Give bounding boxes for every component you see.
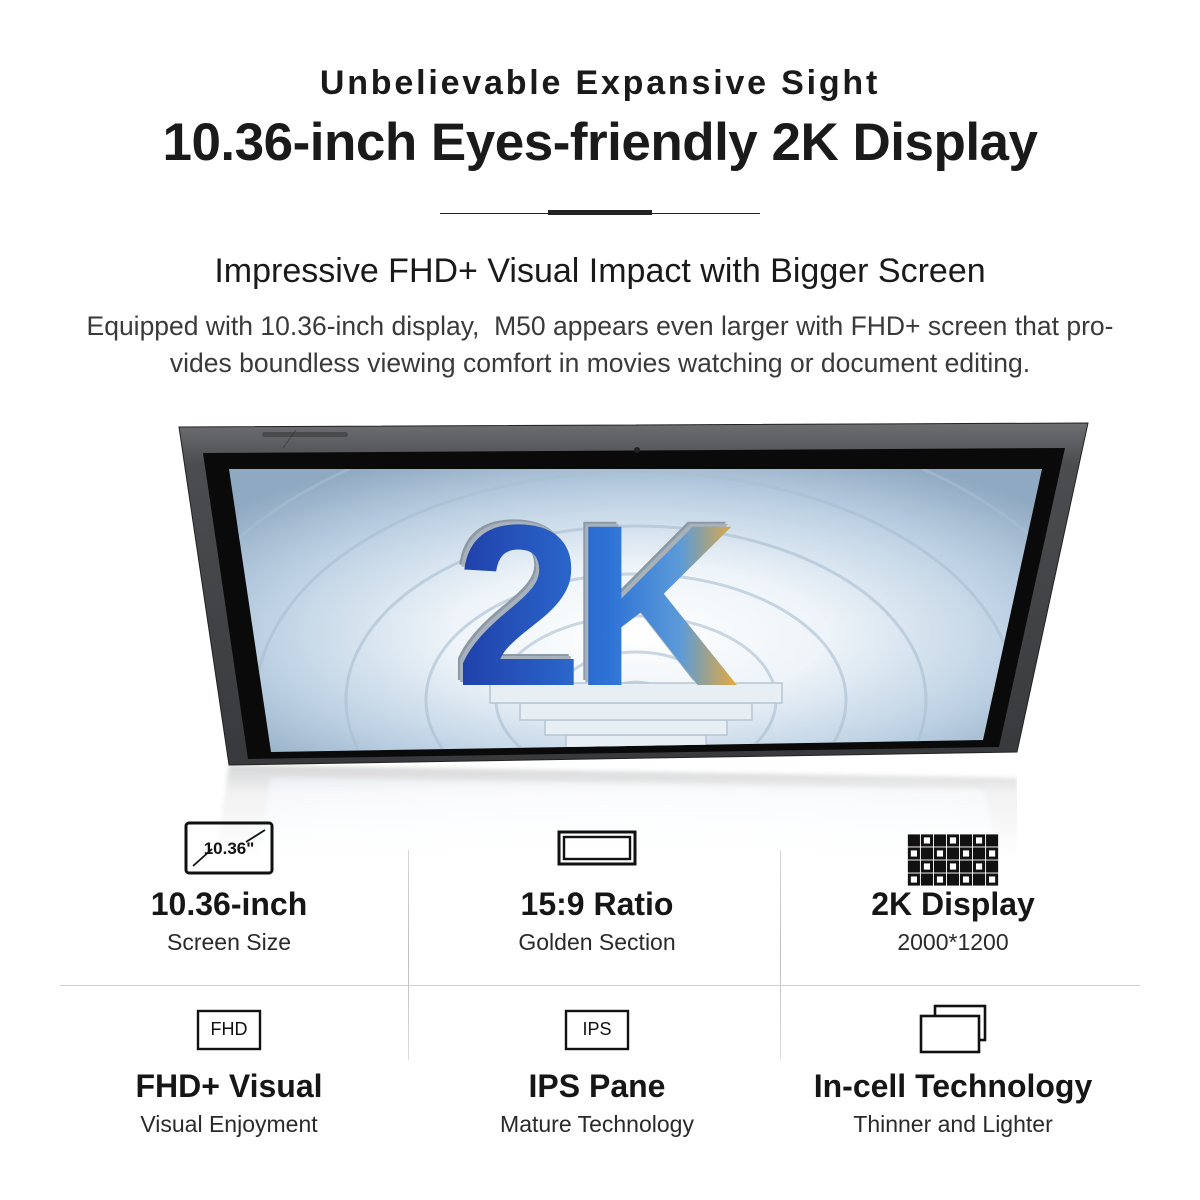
svg-text:2K: 2K (455, 477, 737, 734)
svg-text:10.36": 10.36" (204, 839, 255, 858)
svg-text:FHD: FHD (211, 1019, 248, 1039)
svg-text:IPS: IPS (582, 1019, 611, 1039)
